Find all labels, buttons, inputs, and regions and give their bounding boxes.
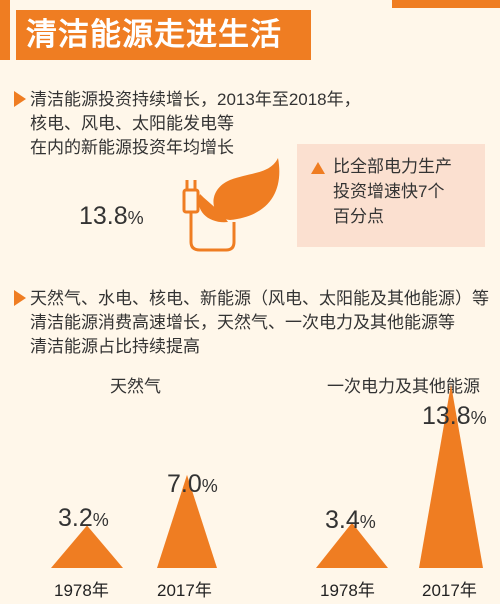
chart1-value-2017-unit: % bbox=[201, 476, 218, 496]
chart1-year-2017: 2017年 bbox=[157, 581, 212, 600]
chart2-value-1978-unit: % bbox=[359, 512, 376, 532]
callout-line: 投资增速快7个 bbox=[333, 182, 445, 201]
chart2-value-2017: 13.8% bbox=[422, 402, 487, 431]
section1-line: 在内的新能源投资年均增长 bbox=[30, 138, 234, 157]
chart2-year-1978: 1978年 bbox=[320, 581, 375, 600]
growth-value: 13.8 bbox=[79, 202, 128, 230]
chart1-year-1978: 1978年 bbox=[54, 581, 109, 600]
chart1-value-1978: 3.2% bbox=[58, 504, 109, 533]
section2-text: 天然气、水电、核电、新能源（风电、太阳能及其他能源）等 清洁能源消费高速增长，天… bbox=[30, 287, 495, 359]
section1-line: 清洁能源投资持续增长，2013年至2018年， bbox=[30, 90, 361, 109]
chart2-value-1978: 3.4% bbox=[325, 506, 376, 535]
section2-line: 天然气、水电、核电、新能源（风电、太阳能及其他能源）等 bbox=[30, 289, 489, 308]
callout-line: 比全部电力生产 bbox=[333, 157, 452, 176]
chart1-value-1978-unit: % bbox=[92, 510, 109, 530]
section1-line: 核电、风电、太阳能发电等 bbox=[30, 114, 234, 133]
top-accent-strip bbox=[392, 0, 500, 8]
corner-accent bbox=[0, 0, 10, 60]
growth-unit: % bbox=[127, 208, 144, 228]
callout-line: 百分点 bbox=[333, 207, 384, 226]
chart2-triangle-1978 bbox=[316, 522, 388, 568]
triangle-up-icon bbox=[311, 162, 325, 174]
section2-line: 清洁能源占比持续提高 bbox=[30, 337, 200, 356]
section1-bullet-icon bbox=[14, 91, 26, 107]
chart1-triangle-2017 bbox=[157, 474, 217, 568]
chart1-value-2017-number: 7.0 bbox=[167, 470, 202, 498]
page-title: 清洁能源走进生活 bbox=[16, 10, 311, 60]
chart1-triangle-1978 bbox=[51, 525, 123, 568]
growth-figure: 13.8% bbox=[79, 202, 144, 231]
plug-leaf-icon bbox=[182, 158, 280, 252]
chart1-value-1978-number: 3.2 bbox=[58, 504, 93, 532]
chart2-value-2017-number: 13.8 bbox=[422, 402, 471, 430]
callout-box: 比全部电力生产 投资增速快7个 百分点 bbox=[297, 144, 485, 247]
callout-text: 比全部电力生产 投资增速快7个 百分点 bbox=[333, 154, 478, 229]
chart2-value-2017-unit: % bbox=[470, 408, 487, 428]
chart1-title: 天然气 bbox=[110, 377, 161, 396]
chart2-title: 一次电力及其他能源 bbox=[327, 377, 480, 396]
section1-text: 清洁能源投资持续增长，2013年至2018年， 核电、风电、太阳能发电等 在内的… bbox=[30, 88, 470, 160]
chart2-triangle-2017 bbox=[419, 384, 483, 568]
chart2-value-1978-number: 3.4 bbox=[325, 506, 360, 534]
chart2-year-2017: 2017年 bbox=[422, 581, 477, 600]
section2-bullet-icon bbox=[14, 290, 26, 306]
chart1-value-2017: 7.0% bbox=[167, 470, 218, 499]
section2-line: 清洁能源消费高速增长，天然气、一次电力及其他能源等 bbox=[30, 313, 455, 332]
